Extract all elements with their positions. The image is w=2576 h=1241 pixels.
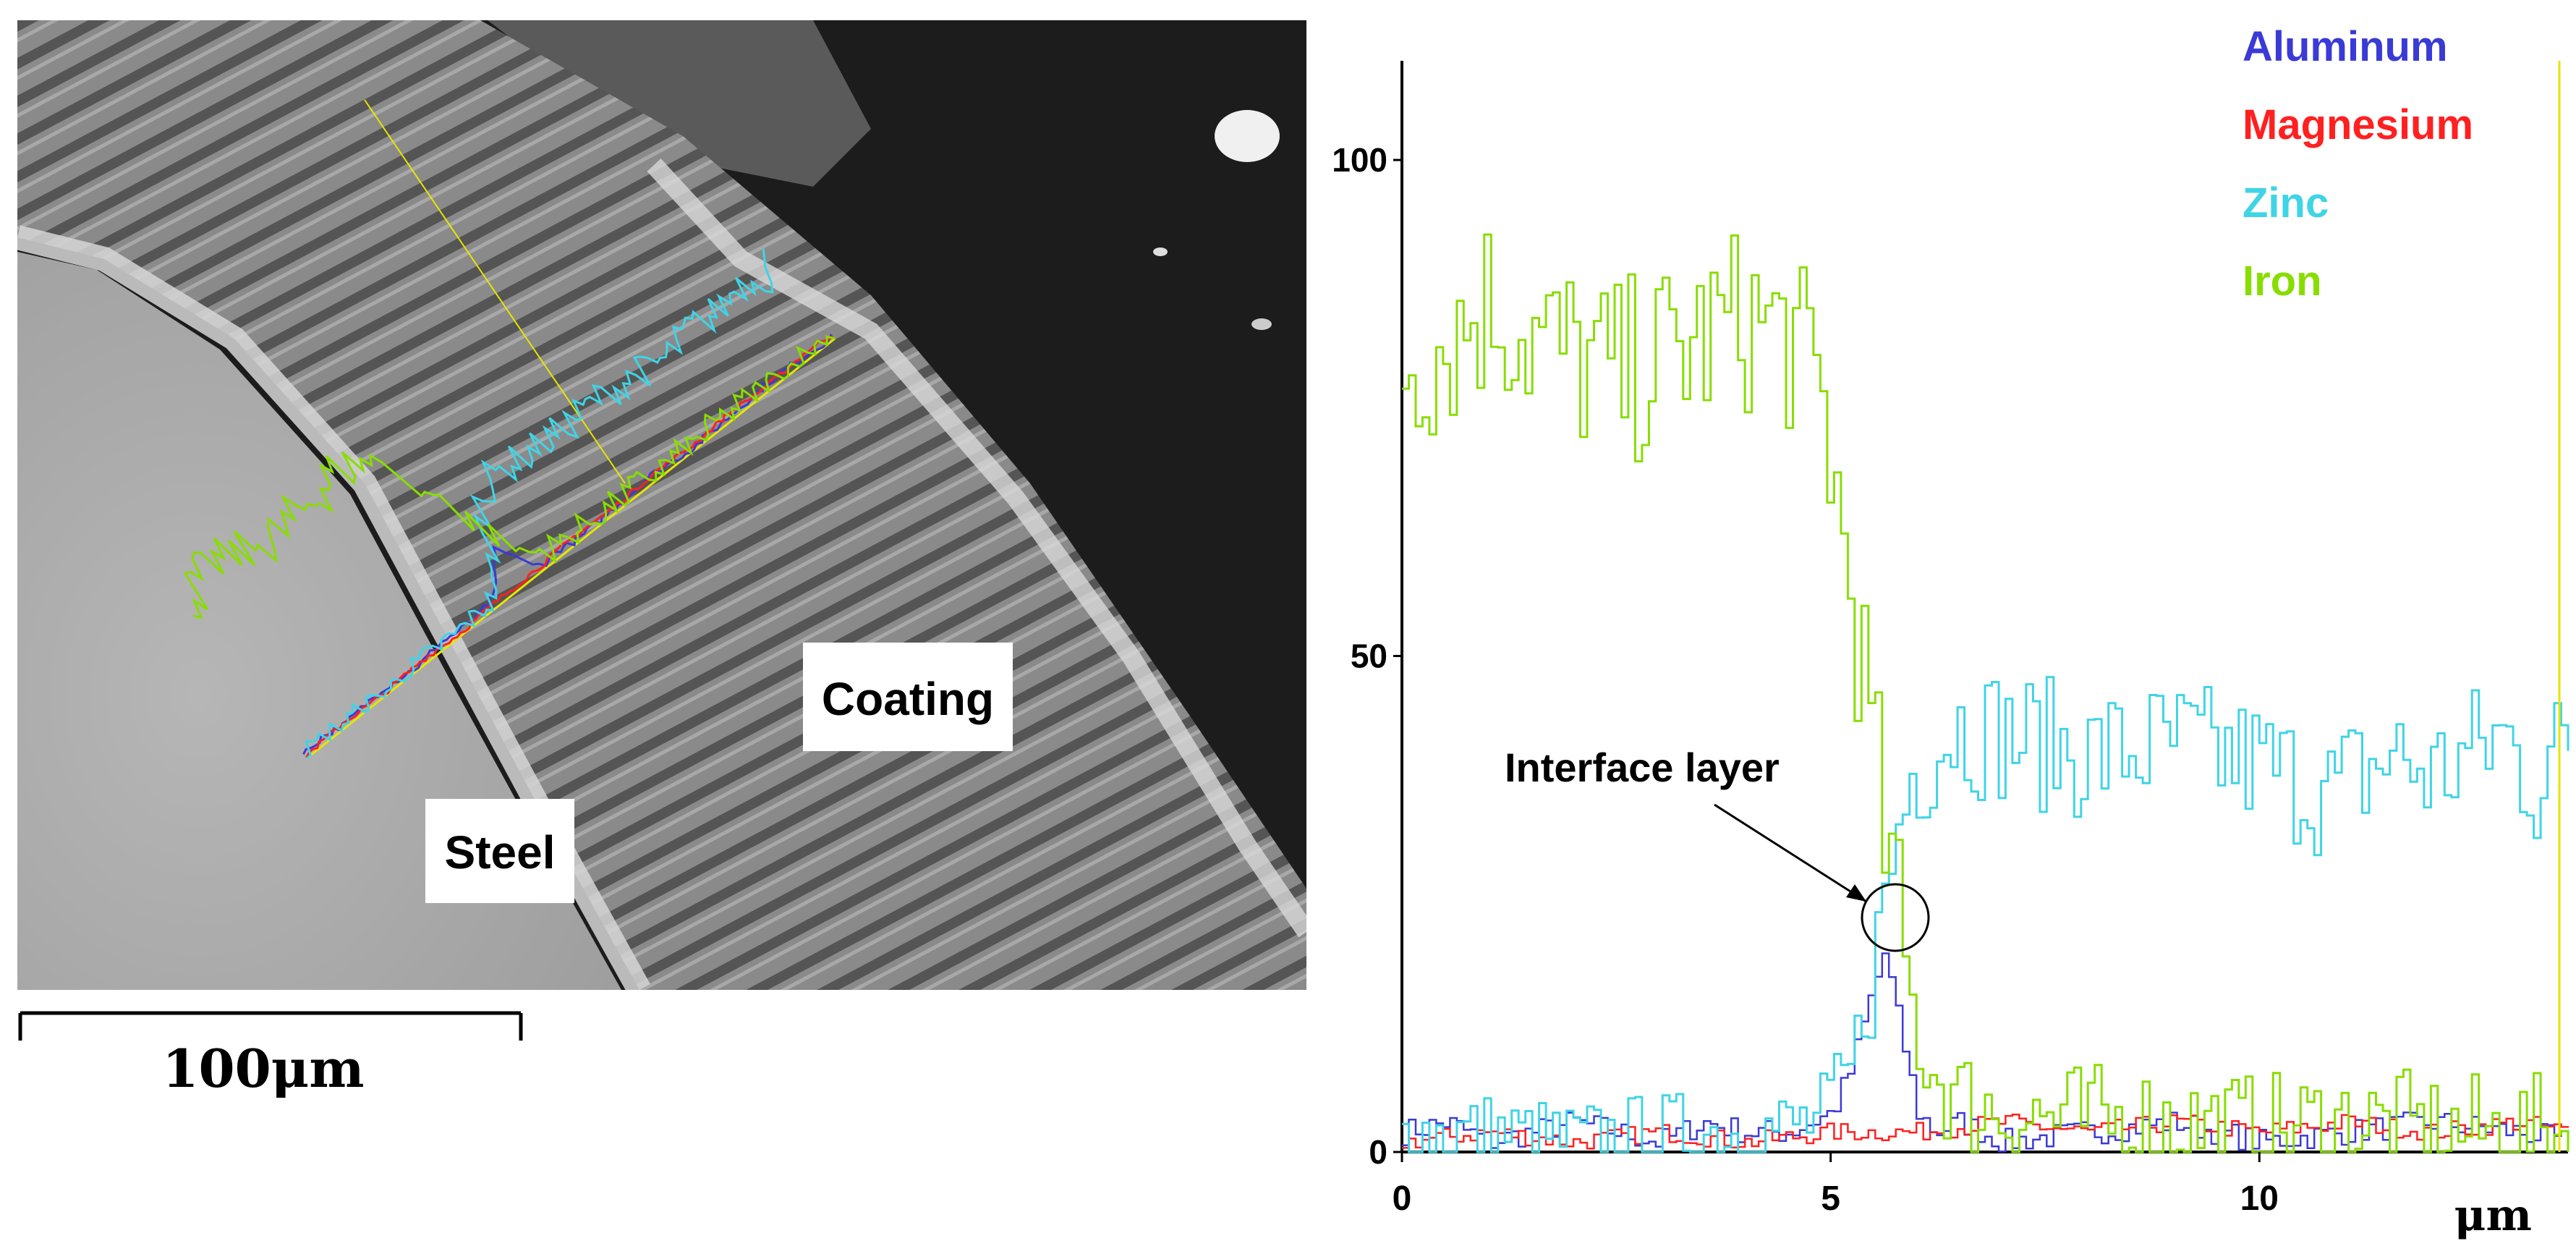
interface-circle xyxy=(1861,883,1930,952)
sem-micrograph: Coating Steel xyxy=(17,20,1306,990)
interface-arrowhead xyxy=(1846,884,1866,902)
series-line-iron xyxy=(1402,233,2569,1153)
series-line-zinc xyxy=(1402,676,2569,1153)
x-tick-label: 0 xyxy=(1393,1179,1412,1218)
steel-label: Steel xyxy=(445,826,556,878)
coating-label: Coating xyxy=(822,673,994,725)
legend: Aluminum Magnesium Zinc Iron xyxy=(2243,23,2473,305)
overlay-trace-zinc xyxy=(305,248,774,760)
legend-entry-zinc: Zinc xyxy=(2243,179,2329,226)
legend-entry-iron: Iron xyxy=(2243,258,2322,305)
scan-marker-line xyxy=(364,99,626,484)
scan-line xyxy=(306,337,836,760)
y-tick-label: 0 xyxy=(1369,1133,1387,1171)
resin-patch xyxy=(488,20,871,187)
legend-entry-aluminum: Aluminum xyxy=(2243,23,2448,70)
y-tick-label: 50 xyxy=(1351,638,1387,675)
x-tick-label: 5 xyxy=(1821,1179,1840,1218)
interface-label: Interface layer xyxy=(1505,745,1780,790)
interface-arrow xyxy=(1714,803,1867,903)
x-tick-label: 10 xyxy=(2240,1179,2279,1218)
coating-label-box xyxy=(803,643,1013,751)
overlay-trace-iron xyxy=(183,335,836,619)
scale-bar: 100μm xyxy=(18,1011,523,1099)
x-axis-unit-label: μm xyxy=(2454,1190,2532,1241)
resin-particle xyxy=(1153,247,1168,256)
y-tick-label: 100 xyxy=(1332,141,1387,179)
coating-outer-rim xyxy=(647,158,1306,938)
resin-particle xyxy=(1215,110,1280,162)
resin-particle xyxy=(1251,318,1272,330)
steel-label-box xyxy=(425,799,574,903)
series-group xyxy=(1402,233,2569,1153)
scale-bar-label: 100μm xyxy=(162,1038,364,1099)
legend-entry-magnesium: Magnesium xyxy=(2243,101,2473,148)
overlay-profiles xyxy=(183,248,836,760)
